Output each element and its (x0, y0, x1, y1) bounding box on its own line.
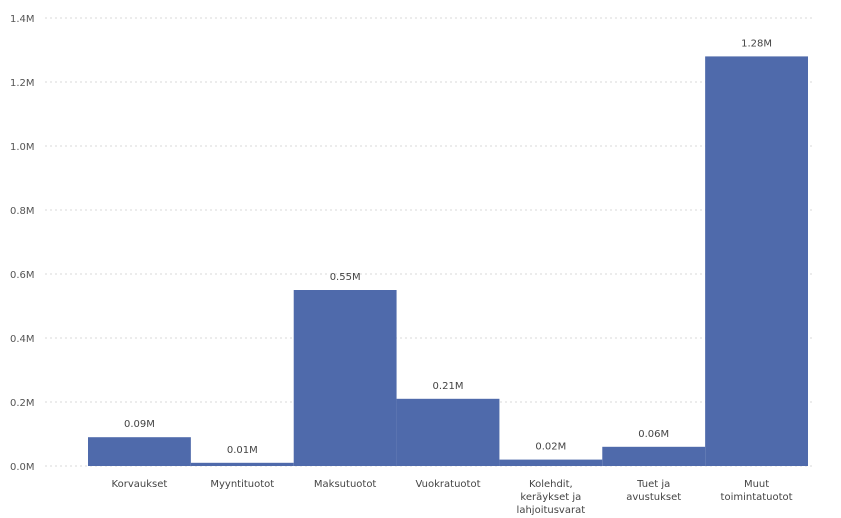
bar (705, 56, 808, 467)
x-axis-categories: Korvaukset Myyntituotot Maksutuotot Vuokrat… (112, 479, 793, 516)
bars (88, 56, 808, 467)
bar (602, 446, 706, 466)
data-label: 1.28M (741, 38, 772, 49)
data-label: 0.02M (535, 442, 566, 453)
data-label: 0.09M (124, 419, 155, 430)
bar (88, 437, 191, 466)
y-tick-label: 1.0M (10, 142, 35, 153)
data-label: 0.55M (330, 272, 361, 283)
y-tick-label: 0.6M (10, 270, 35, 281)
data-label: 0.21M (433, 381, 464, 392)
category-label: Tuet ja avustukset (626, 479, 681, 503)
y-tick-label: 0.2M (10, 398, 35, 409)
y-tick-label: 0.0M (10, 462, 35, 473)
bar (293, 290, 397, 466)
y-tick-label: 0.8M (10, 206, 35, 217)
category-label: Korvaukset (112, 479, 168, 490)
data-label: 0.01M (227, 445, 258, 456)
y-tick-label: 1.4M (10, 14, 35, 25)
y-tick-label: 0.4M (10, 334, 35, 345)
category-label: Kolehdit, keräykset ja lahjoitusvarat (517, 479, 586, 516)
category-label: Maksutuotot (314, 479, 377, 490)
bar (396, 398, 500, 466)
bar (499, 459, 603, 466)
bar (190, 462, 294, 466)
category-label: Vuokratuotot (416, 479, 481, 490)
data-labels: 0.09M 0.01M 0.55M 0.21M 0.02M 0.06M 1.28M (124, 38, 772, 455)
category-label: Myyntituotot (210, 479, 274, 490)
category-label: Muut toimintatuotot (721, 479, 793, 503)
y-axis-ticks: 0.0M 0.2M 0.4M 0.6M 0.8M 1.0M 1.2M 1.4M (10, 14, 35, 473)
data-label: 0.06M (638, 429, 669, 440)
y-tick-label: 1.2M (10, 78, 35, 89)
